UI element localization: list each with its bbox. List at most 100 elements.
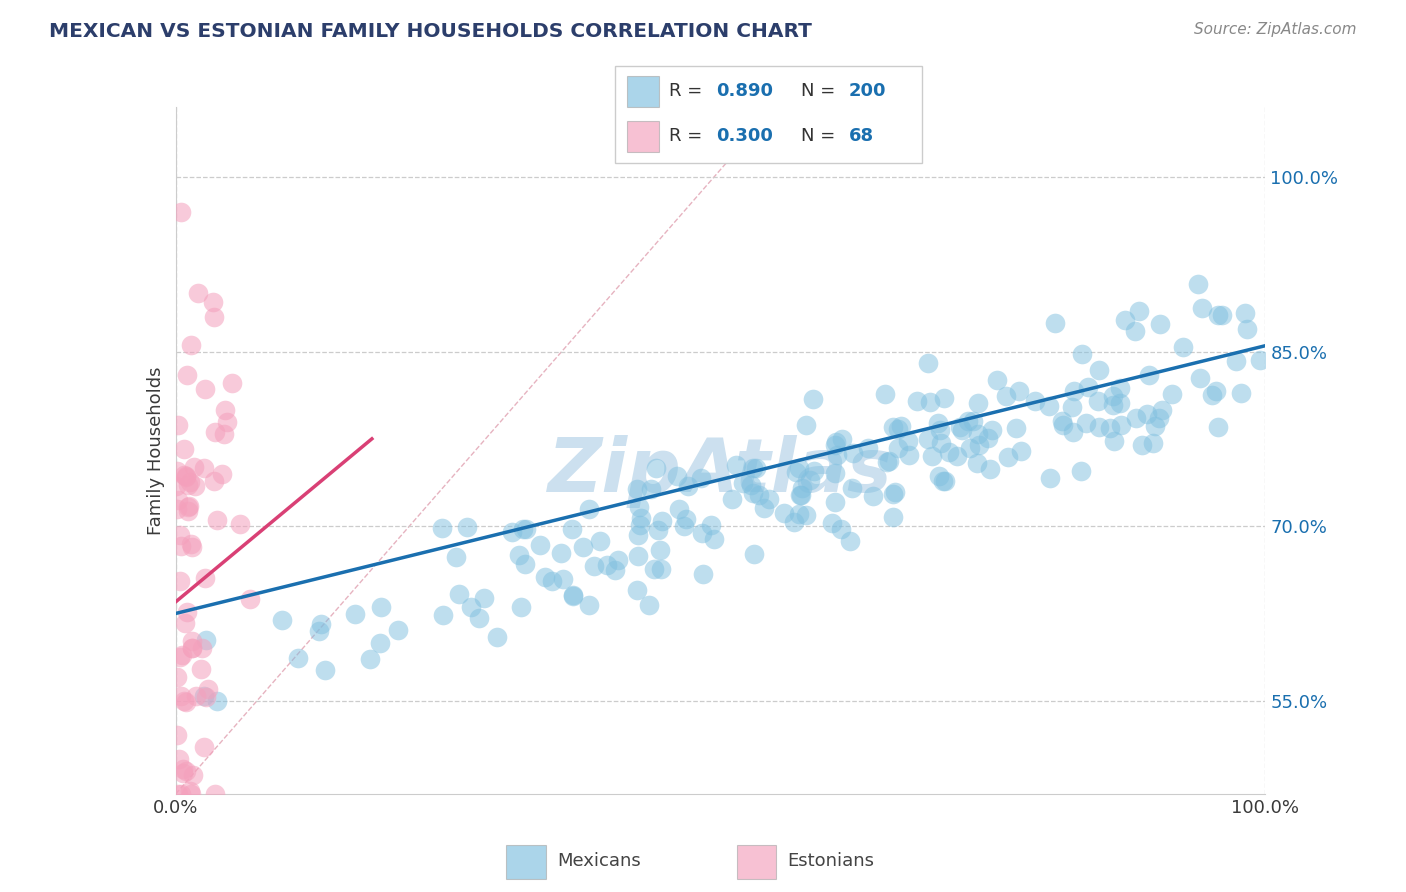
Point — [626, 549, 648, 563]
Point — [967, 438, 990, 452]
Point — [180, 787, 202, 801]
Point — [927, 416, 949, 430]
Point — [799, 473, 821, 487]
Point — [962, 414, 984, 428]
Point — [959, 442, 981, 456]
Point — [174, 470, 197, 484]
Point — [169, 650, 191, 665]
Point — [180, 537, 202, 551]
Point — [214, 402, 236, 417]
Point — [1128, 303, 1150, 318]
Point — [167, 417, 190, 432]
Point — [1005, 421, 1028, 435]
Point — [1077, 380, 1099, 394]
Point — [359, 651, 381, 665]
Point — [626, 482, 648, 496]
Point — [561, 522, 583, 536]
Point — [1201, 387, 1223, 401]
Point — [444, 550, 467, 565]
Point — [905, 394, 928, 409]
Point — [928, 469, 950, 483]
Point — [703, 532, 725, 546]
Point — [1187, 277, 1209, 291]
Point — [170, 648, 193, 663]
Point — [169, 528, 191, 542]
Point — [1024, 394, 1046, 409]
Point — [1234, 306, 1257, 320]
Point — [370, 599, 392, 614]
Point — [204, 787, 226, 801]
Point — [181, 634, 204, 648]
Point — [1070, 347, 1092, 361]
Point — [626, 583, 648, 598]
Point — [553, 572, 575, 586]
Point — [314, 663, 336, 677]
Point — [1236, 322, 1258, 336]
Point — [1102, 434, 1125, 448]
Point — [689, 471, 711, 485]
Point — [578, 502, 600, 516]
Point — [841, 481, 863, 495]
Point — [928, 423, 950, 437]
Point — [172, 763, 194, 777]
Point — [460, 600, 482, 615]
Point — [179, 499, 201, 513]
Point — [830, 522, 852, 536]
Point — [690, 526, 713, 541]
Point — [177, 504, 200, 518]
Point — [167, 787, 190, 801]
Point — [825, 448, 848, 462]
Point — [882, 419, 904, 434]
Point — [1139, 368, 1161, 382]
Point — [603, 563, 626, 577]
Point — [1063, 384, 1085, 398]
Point — [176, 605, 198, 619]
Point — [215, 415, 238, 429]
Text: MEXICAN VS ESTONIAN FAMILY HOUSEHOLDS CORRELATION CHART: MEXICAN VS ESTONIAN FAMILY HOUSEHOLDS CO… — [49, 22, 813, 41]
Point — [742, 486, 765, 500]
Point — [166, 670, 188, 684]
Point — [672, 518, 695, 533]
Point — [432, 608, 454, 623]
Text: N =: N = — [801, 128, 835, 145]
Point — [787, 461, 810, 475]
Point — [529, 538, 551, 552]
Point — [173, 468, 195, 483]
Point — [170, 204, 193, 219]
Point — [1109, 417, 1132, 432]
Point — [468, 610, 491, 624]
Point — [1205, 384, 1227, 398]
Point — [430, 521, 453, 535]
Point — [550, 545, 572, 559]
Point — [193, 740, 215, 755]
Point — [627, 527, 650, 541]
Point — [789, 488, 811, 502]
Point — [1211, 308, 1233, 322]
Point — [449, 587, 471, 601]
Point — [172, 765, 194, 780]
Point — [887, 441, 910, 455]
Point — [792, 481, 814, 495]
Point — [824, 494, 846, 508]
Point — [1043, 316, 1066, 330]
Point — [501, 525, 523, 540]
Point — [647, 523, 669, 537]
Point — [165, 479, 187, 493]
Point — [977, 431, 1000, 445]
Point — [666, 469, 689, 483]
Point — [825, 434, 848, 449]
Y-axis label: Family Households: Family Households — [146, 367, 165, 534]
Point — [515, 522, 537, 536]
Point — [166, 464, 188, 478]
Point — [995, 388, 1018, 402]
Point — [211, 467, 233, 481]
Point — [794, 508, 817, 522]
Point — [212, 426, 235, 441]
Point — [979, 462, 1001, 476]
Point — [651, 514, 673, 528]
Point — [181, 767, 204, 781]
Point — [882, 487, 904, 501]
Point — [486, 630, 509, 644]
Point — [748, 488, 770, 502]
Point — [773, 506, 796, 520]
